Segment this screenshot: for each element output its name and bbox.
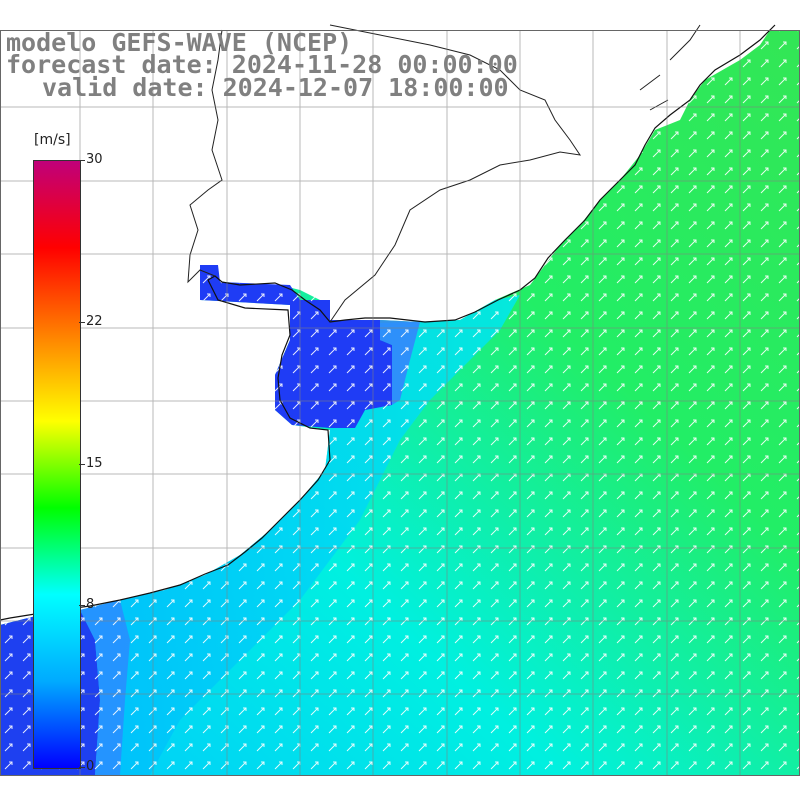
colorbar-tick-label: 22 (86, 313, 103, 329)
colorbar-tick-label: 0 (86, 759, 95, 774)
colorbar-tick-label: 30 (86, 152, 103, 167)
colorbar-unit: [m/s] (34, 132, 71, 148)
colorbar (33, 160, 81, 769)
border-uruguay (329, 24, 582, 323)
valid-date: valid date: 2024-12-07 18:00:00 (42, 73, 509, 102)
colorbar-tick-label: 15 (86, 455, 103, 471)
colorbar-tickmark (79, 767, 85, 768)
model-title: modelo GEFS-WAVE (NCEP) (6, 28, 353, 57)
coastline (0, 24, 776, 621)
forecast-date: forecast date: 2024-11-28 00:00:00 (6, 50, 518, 79)
colorbar-tick-label: 8 (86, 597, 95, 613)
colorbar-tickmark (79, 463, 85, 465)
colorbar-tickmark (79, 160, 85, 161)
border-north (639, 24, 701, 111)
inland-border (187, 29, 223, 284)
wind-vectors (0, 30, 800, 775)
colorbar-tickmark (79, 321, 85, 323)
colorbar-tickmark (79, 605, 85, 607)
